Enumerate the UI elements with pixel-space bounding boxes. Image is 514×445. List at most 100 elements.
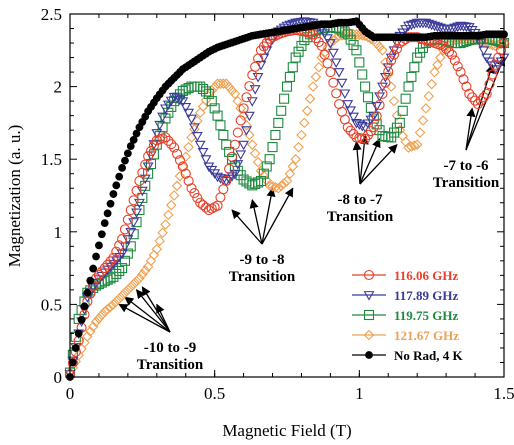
data-point-filled-circle bbox=[106, 199, 115, 208]
data-point-circle bbox=[186, 183, 197, 194]
data-point-circle bbox=[389, 49, 400, 60]
data-point-diamond bbox=[102, 303, 113, 315]
data-point-diamond bbox=[226, 85, 238, 96]
data-point-triangle bbox=[243, 111, 255, 122]
data-point-triangle bbox=[186, 114, 197, 125]
annotation-arrow bbox=[465, 107, 476, 151]
data-point-circle bbox=[125, 204, 136, 216]
data-point-square bbox=[119, 255, 131, 266]
data-point-square bbox=[287, 62, 298, 73]
data-point-filled-circle bbox=[97, 230, 106, 239]
data-point-square bbox=[117, 263, 128, 274]
data-point-triangle bbox=[255, 60, 267, 71]
data-point-square bbox=[253, 177, 264, 188]
annotation-label: -7 to -6 Transition bbox=[433, 158, 500, 191]
data-point-triangle bbox=[287, 19, 299, 30]
data-point-diamond bbox=[388, 95, 400, 107]
data-point-circle bbox=[441, 43, 452, 54]
data-point-circle bbox=[316, 40, 327, 51]
data-point-square bbox=[342, 29, 353, 40]
annotation-label-line: Transition bbox=[327, 209, 394, 225]
data-point-square bbox=[357, 69, 368, 80]
data-point-diamond bbox=[218, 78, 229, 89]
data-point-square bbox=[206, 96, 217, 107]
annotation-transition-2: -8 to -7 Transition bbox=[327, 135, 398, 225]
data-point-diamond bbox=[484, 38, 495, 50]
data-point-circle bbox=[386, 55, 397, 66]
data-point-triangle bbox=[434, 23, 446, 34]
data-point-circle bbox=[391, 43, 402, 54]
data-point-triangle bbox=[122, 235, 134, 245]
annotation-label-line: Transition bbox=[433, 175, 500, 191]
annotation-arrow bbox=[141, 286, 171, 333]
data-point-square bbox=[371, 119, 382, 130]
data-point-diamond bbox=[128, 278, 139, 290]
data-point-triangle bbox=[322, 34, 333, 44]
annotation-arrow bbox=[118, 303, 171, 333]
data-point-triangle bbox=[345, 106, 357, 116]
data-point-circle bbox=[371, 111, 382, 122]
data-point-circle bbox=[177, 161, 188, 172]
data-point-diamond bbox=[247, 139, 258, 150]
annotation-arrow bbox=[261, 187, 294, 245]
data-point-diamond bbox=[113, 293, 125, 304]
data-point-circle bbox=[319, 49, 330, 60]
data-point-diamond bbox=[90, 316, 102, 328]
data-point-diamond bbox=[304, 93, 316, 104]
data-point-diamond bbox=[417, 115, 429, 126]
data-point-diamond bbox=[148, 249, 160, 261]
data-point-diamond bbox=[165, 199, 177, 211]
y-tick-label: 0 bbox=[54, 368, 63, 387]
data-point-circle bbox=[143, 151, 154, 162]
data-point-diamond bbox=[131, 275, 142, 287]
data-point-circle bbox=[212, 200, 223, 211]
data-point-circle bbox=[105, 256, 116, 267]
data-point-diamond bbox=[299, 117, 310, 129]
data-point-circle bbox=[148, 140, 159, 151]
data-point-diamond bbox=[125, 281, 137, 293]
annotation-transition-0: -10 to -9 Transition bbox=[118, 286, 204, 373]
data-point-diamond bbox=[296, 129, 307, 141]
data-point-circle bbox=[180, 168, 191, 179]
data-point-circle bbox=[322, 58, 333, 69]
plot-frame bbox=[69, 13, 505, 378]
data-point-circle bbox=[452, 61, 463, 72]
data-point-triangle bbox=[408, 19, 420, 30]
data-point-circle bbox=[192, 192, 203, 203]
data-point-diamond bbox=[345, 29, 356, 40]
data-point-triangle bbox=[142, 162, 154, 173]
data-point-diamond bbox=[87, 321, 99, 332]
data-point-square bbox=[218, 129, 229, 141]
data-point-square bbox=[351, 45, 362, 56]
data-point-diamond bbox=[192, 115, 203, 127]
data-point-diamond bbox=[197, 101, 209, 112]
data-point-triangle bbox=[403, 21, 414, 32]
data-point-circle bbox=[174, 155, 185, 166]
x-tick-label: 1.5 bbox=[493, 384, 514, 403]
data-point-circle bbox=[145, 145, 157, 157]
data-point-diamond bbox=[426, 78, 437, 90]
data-point-diamond bbox=[267, 181, 278, 192]
data-point-triangle bbox=[241, 126, 252, 136]
x-tick-label: 1 bbox=[355, 384, 364, 403]
annotation-arrow bbox=[465, 56, 506, 151]
data-point-diamond bbox=[171, 180, 183, 192]
data-point-diamond bbox=[157, 227, 168, 239]
data-point-diamond bbox=[82, 331, 93, 342]
data-point-triangle bbox=[463, 23, 475, 33]
data-point-circle bbox=[374, 99, 385, 111]
data-point-diamond bbox=[163, 209, 174, 221]
data-point-diamond bbox=[145, 255, 157, 267]
data-point-triangle bbox=[151, 129, 163, 139]
data-point-square bbox=[284, 71, 295, 82]
data-point-circle bbox=[108, 252, 119, 263]
legend-label: 119.75 GHz bbox=[394, 308, 459, 323]
data-point-diamond bbox=[215, 78, 226, 89]
data-point-circle bbox=[241, 92, 252, 103]
data-point-circle bbox=[166, 139, 177, 150]
data-point-diamond bbox=[363, 329, 375, 341]
data-point-square bbox=[192, 81, 203, 92]
data-point-square bbox=[108, 271, 119, 282]
data-point-circle bbox=[368, 122, 379, 133]
